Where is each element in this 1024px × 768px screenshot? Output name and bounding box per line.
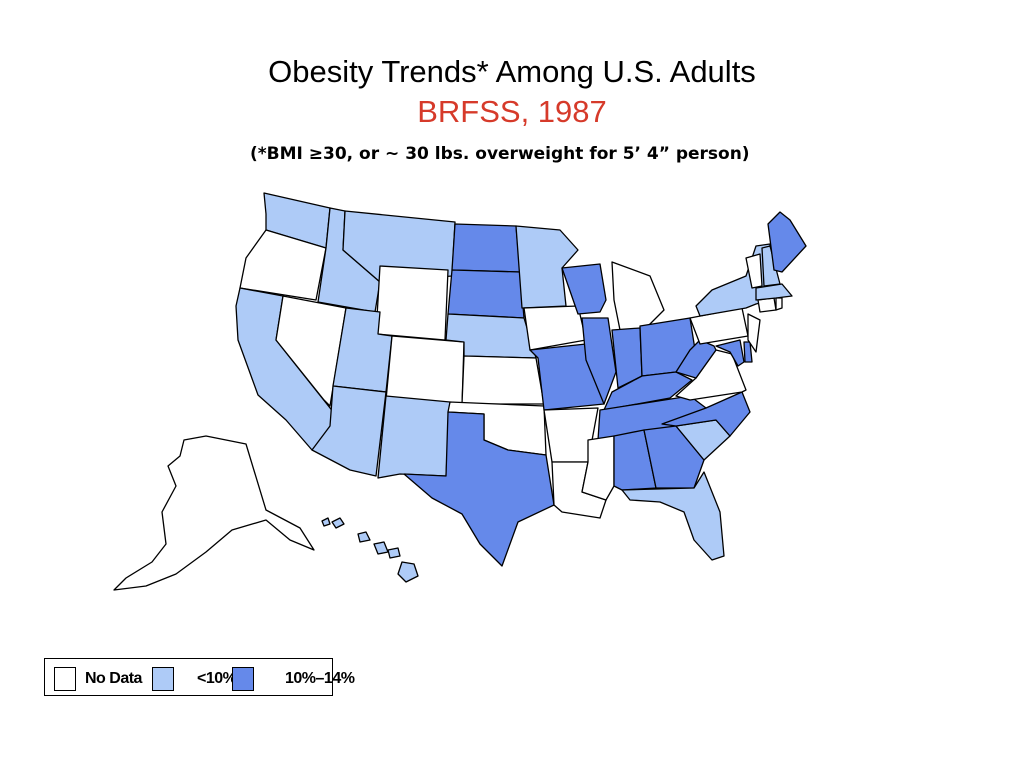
state-hi-4 <box>373 541 389 555</box>
state-hi-2 <box>331 517 345 529</box>
state-de <box>743 341 753 363</box>
state-wy <box>375 265 449 341</box>
state-md <box>715 339 745 367</box>
state-nc <box>661 391 751 437</box>
state-hi-3 <box>357 531 371 543</box>
state-nh <box>761 245 781 287</box>
state-az <box>311 385 387 477</box>
state-mi <box>611 261 665 331</box>
legend-swatch-no-data <box>54 667 76 691</box>
state-tx <box>403 411 555 567</box>
state-fl <box>621 471 725 561</box>
map-legend: No Data <10% 10%–14% <box>44 658 355 696</box>
state-ri <box>775 297 783 311</box>
hawaii-islands <box>321 517 419 583</box>
state-hi-1 <box>321 517 331 527</box>
state-vt <box>745 253 763 289</box>
state-nj <box>747 313 761 353</box>
state-ga <box>643 425 705 489</box>
state-il <box>581 317 617 405</box>
state-hi-6 <box>397 561 419 583</box>
bmi-footnote: (*BMI ≥30, or ~ 30 lbs. overweight for 5… <box>250 144 750 164</box>
state-co <box>385 335 465 407</box>
state-ak <box>113 435 315 591</box>
legend-label-10-14: 10%–14% <box>285 670 355 687</box>
map-title: Obesity Trends* Among U.S. Adults <box>268 54 756 89</box>
state-nd <box>451 223 521 273</box>
state-wi <box>561 263 607 315</box>
state-sd <box>447 269 525 319</box>
state-hi-5 <box>387 547 401 559</box>
legend-swatch-lt10 <box>152 667 174 691</box>
state-ks <box>461 355 545 405</box>
map-subtitle: BRFSS, 1987 <box>417 94 607 129</box>
state-mo <box>529 343 605 411</box>
state-ia <box>523 305 587 351</box>
state-or <box>239 229 327 301</box>
state-nv <box>275 295 347 407</box>
legend-label-no-data: No Data <box>85 670 142 687</box>
legend-label-lt10: <10% <box>197 670 237 687</box>
state-nm <box>377 395 451 479</box>
state-me <box>767 211 807 273</box>
legend-swatch-10-14 <box>232 667 254 691</box>
